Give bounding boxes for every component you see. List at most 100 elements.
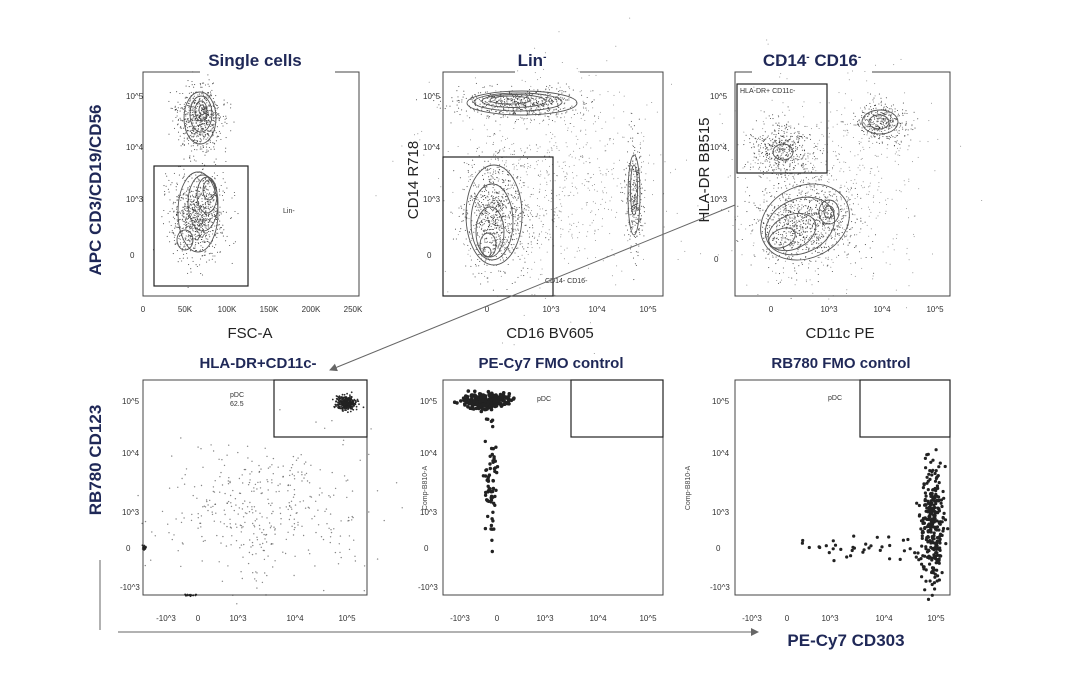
event-dot [617, 132, 619, 134]
event-dot [594, 230, 596, 232]
event-dot [558, 210, 560, 212]
event-dot [487, 212, 489, 214]
event-dot [637, 214, 639, 216]
event-dot [204, 126, 206, 128]
event-dot [186, 97, 188, 99]
event-dot [507, 188, 509, 190]
event-dot [900, 125, 902, 127]
event-dot [529, 196, 531, 198]
event-dot [885, 113, 887, 115]
event-dot [548, 116, 550, 118]
event-dot [204, 202, 206, 205]
event-dot [478, 222, 481, 224]
event-dot [484, 211, 486, 213]
event-dot [184, 204, 186, 206]
event-dot [577, 139, 579, 140]
event-dot [573, 222, 575, 224]
event-dot [902, 114, 904, 117]
event-dot [840, 224, 842, 226]
event-dot [194, 215, 196, 217]
event-dot [526, 95, 528, 97]
event-dot [846, 181, 847, 183]
event-dot [606, 192, 608, 194]
event-dot [507, 241, 510, 243]
event-dot [887, 136, 889, 138]
event-dot [499, 164, 501, 166]
event-dot [573, 126, 575, 127]
event-dot [194, 149, 196, 151]
event-dot [551, 192, 553, 194]
event-dot [849, 151, 851, 153]
event-dot [207, 92, 209, 94]
event-dot [179, 135, 181, 137]
event-dot [792, 147, 795, 149]
event-dot [494, 202, 496, 204]
event-dot [639, 142, 641, 144]
event-dot [490, 271, 492, 274]
event-dot [474, 228, 476, 230]
event-dot [446, 105, 448, 107]
event-dot [762, 128, 764, 130]
event-dot [486, 102, 488, 104]
event-dot [881, 126, 883, 128]
event-dot [521, 254, 523, 256]
event-dot [208, 146, 210, 149]
event-dot [514, 197, 517, 199]
event-dot [530, 102, 532, 104]
x-tick: 10^5 [926, 305, 944, 314]
event-dot [499, 124, 501, 126]
event-dot [195, 250, 197, 252]
event-dot [887, 144, 889, 146]
event-dot [619, 91, 620, 93]
event-dot [498, 191, 500, 193]
event-dot [879, 202, 881, 204]
event-dot [471, 239, 473, 241]
event-dot [494, 99, 496, 101]
event-dot [197, 225, 199, 227]
event-dot [168, 133, 170, 135]
event-dot [771, 133, 773, 135]
event-dot [871, 137, 873, 139]
event-dot [616, 265, 618, 267]
event-dot [541, 273, 543, 275]
event-dot [199, 93, 201, 95]
event-dot [756, 139, 758, 140]
event-dot [485, 212, 488, 215]
event-dot [186, 227, 188, 229]
event-dot [568, 99, 570, 101]
event-dot [207, 133, 210, 135]
event-dot [490, 242, 492, 244]
event-dot [815, 170, 817, 172]
event-dot [197, 128, 199, 130]
event-dot [468, 176, 470, 178]
event-dot [651, 102, 653, 103]
event-dot [759, 204, 761, 206]
event-dot [641, 229, 643, 231]
event-dot [527, 166, 529, 167]
event-dot [504, 243, 506, 245]
event-dot [174, 106, 176, 108]
event-dot [556, 147, 558, 149]
event-dot [504, 221, 507, 224]
x-axis-label: CD11c PE [806, 325, 875, 342]
event-dot [197, 206, 199, 209]
event-dot [496, 226, 498, 229]
event-dot [177, 109, 179, 112]
event-dot [523, 104, 525, 106]
event-dot [185, 205, 187, 208]
event-dot [895, 135, 897, 137]
event-dot [204, 199, 206, 201]
event-dot [809, 279, 811, 281]
event-dot [191, 208, 193, 210]
event-dot [491, 204, 493, 206]
event-dot [182, 107, 184, 109]
event-dot [493, 153, 495, 155]
event-dot [189, 100, 191, 102]
event-dot [187, 231, 189, 233]
event-dot [807, 215, 808, 217]
event-dot [877, 120, 879, 122]
event-dot [193, 234, 195, 236]
event-dot [599, 140, 601, 142]
event-dot [514, 252, 516, 254]
